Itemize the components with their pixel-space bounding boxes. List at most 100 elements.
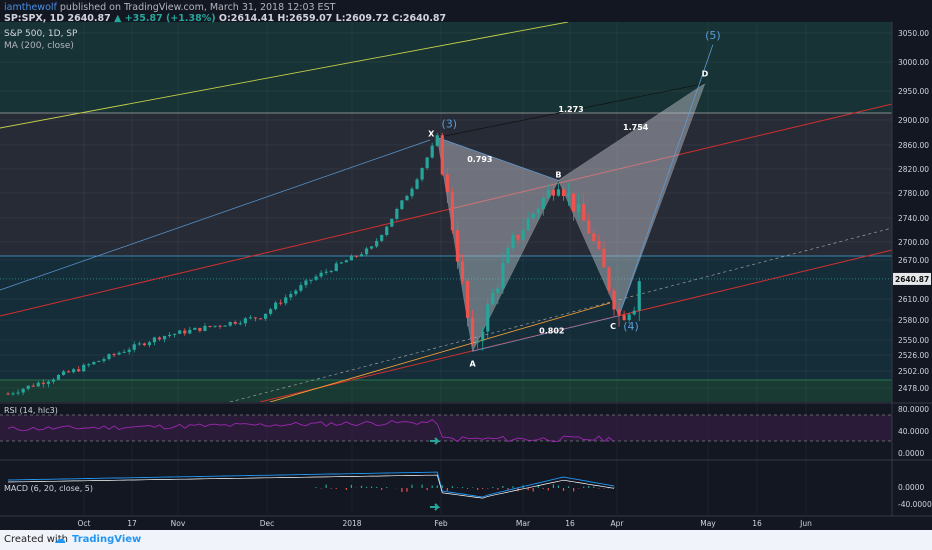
candle-body (294, 290, 298, 295)
last-price: 2640.87 (67, 13, 111, 24)
candle-body (72, 369, 76, 373)
wave-label: (5) (705, 29, 721, 42)
candle-body (193, 327, 197, 330)
candle-body (556, 189, 561, 196)
candle-body (233, 322, 237, 324)
pattern-point-label: B (555, 170, 561, 179)
candle-body (16, 392, 20, 394)
candle-body (304, 280, 308, 286)
divergence-arrow-icon (430, 437, 441, 445)
footer: Created with ☁ TradingView (0, 530, 932, 550)
candle-body (147, 342, 151, 346)
time-tick-label: Nov (171, 519, 186, 528)
time-tick-label: 16 (752, 519, 762, 528)
rsi-line (7, 419, 615, 443)
candle-body (561, 189, 566, 197)
pattern-point-label: C (610, 322, 616, 331)
candle-body (208, 325, 212, 327)
candle-body (354, 255, 359, 257)
pattern-point-label: A (469, 359, 476, 368)
candle-body (97, 360, 101, 362)
macd-line (7, 471, 615, 498)
pattern-point-label: X (428, 130, 435, 139)
time-tick-label: 16 (565, 519, 575, 528)
time-tick-label: Jun (799, 519, 812, 528)
candle-body (612, 290, 616, 310)
author-link[interactable]: iamthewolf (4, 2, 57, 13)
candle-body (506, 248, 510, 263)
candle-body (390, 218, 394, 227)
divergence-arrow-icon (430, 503, 441, 511)
candle-body (536, 209, 540, 214)
candle-body (632, 310, 636, 315)
candle-body (152, 337, 157, 343)
candle-body (238, 323, 242, 325)
candle-body (486, 304, 490, 332)
candle-body (405, 195, 409, 201)
price-tick-label: 2478.00 (898, 384, 929, 393)
candle-body (248, 317, 252, 319)
xd-line (437, 83, 705, 138)
candle-body (597, 241, 601, 249)
candle-body (157, 337, 162, 340)
candle-body (395, 208, 399, 219)
price-tick-label: 2550.00 (898, 336, 929, 345)
candle-body (375, 240, 379, 247)
last-price-tag: 2640.87 (895, 275, 929, 284)
candle-body (370, 246, 374, 249)
candle-body (334, 263, 338, 271)
candle-body (117, 352, 121, 355)
time-axis[interactable]: Oct 17 Nov Dec 2018 Feb Mar 16 Apr May 16 Jun (78, 519, 813, 528)
candle-body (481, 331, 485, 342)
candle-body (279, 302, 283, 304)
candle-body (162, 335, 167, 340)
candle-body (41, 382, 45, 384)
publish-line: iamthewolf published on TradingView.com,… (4, 2, 335, 13)
price-axis[interactable]: 3050.00 3000.00 2950.00 2900.00 2860.00 2820.… (893, 29, 931, 393)
candle-body (501, 262, 505, 289)
price-tick-label: 2610.00 (898, 295, 929, 304)
time-tick-label: Mar (516, 519, 531, 528)
candle-body (349, 255, 353, 261)
published-text: published on TradingView.com, March 31, … (59, 2, 336, 13)
candle-body (430, 145, 434, 158)
rsi-pane: RSI (14, hlc3) 80.0000 40.0000 0.0000 (0, 405, 929, 458)
trendlines (0, 22, 892, 402)
candle-body (137, 343, 141, 345)
brand-link[interactable]: TradingView (72, 534, 142, 545)
grid (0, 22, 892, 514)
candle-body (546, 189, 550, 198)
candle-body (572, 193, 576, 212)
candle-body (566, 193, 571, 197)
candle-body (425, 157, 429, 169)
symbol-title: S&P 500, 1D, SP (4, 29, 78, 39)
candle-body (344, 260, 348, 263)
candle-body (491, 292, 495, 305)
candle-body (496, 288, 500, 293)
candle-body (617, 309, 621, 316)
candle-body (36, 382, 40, 387)
price-tick-label: 3050.00 (898, 29, 929, 38)
macd-title: MACD (6, 20, close, 5) (4, 484, 93, 493)
change: ▲ +35.87 (+1.38%) (114, 13, 216, 24)
candle-body (541, 197, 545, 210)
candle-body (178, 330, 182, 334)
candle-body (385, 226, 389, 235)
candle-body (107, 354, 111, 360)
candle-body (11, 393, 15, 395)
candle-body (435, 135, 439, 146)
cloud-logo-icon: ☁ (54, 532, 66, 546)
candle-body (21, 388, 25, 393)
candle-body (258, 318, 263, 320)
candle-body (420, 168, 424, 180)
ratio-label: 0.793 (467, 155, 492, 164)
candle-body (26, 385, 30, 389)
candle-body (400, 200, 404, 209)
candle-body (460, 261, 465, 281)
candle-body (516, 235, 520, 240)
candle-body (67, 371, 71, 373)
candle-body (415, 179, 419, 189)
candle-body (627, 314, 631, 320)
candle-body (440, 135, 444, 175)
